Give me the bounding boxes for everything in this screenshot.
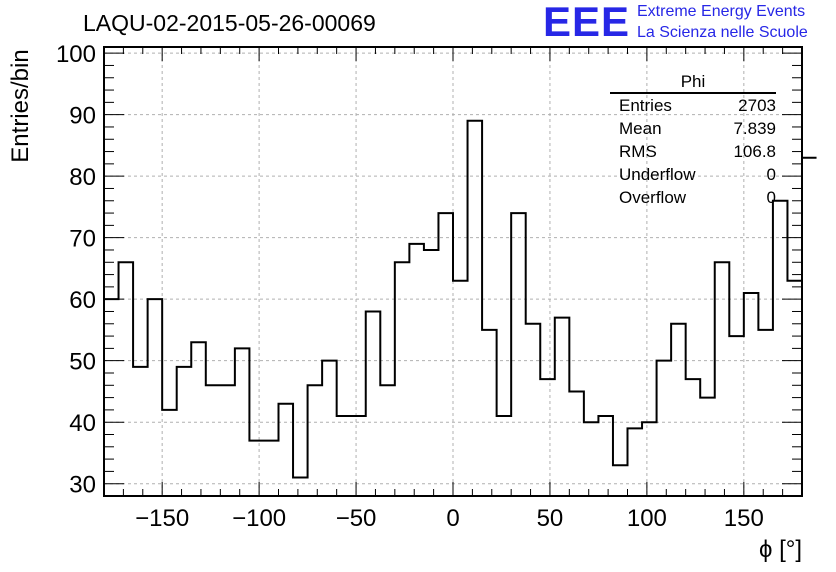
y-tick-label: 70 bbox=[69, 226, 96, 253]
stats-box: Phi Entries 2703 Mean 7.839 RMS 106.8 Under… bbox=[610, 72, 776, 209]
stats-value: 2703 bbox=[738, 96, 776, 115]
stats-box-title: Phi bbox=[610, 72, 776, 94]
x-tick-label: 0 bbox=[446, 505, 459, 532]
stats-value: 0 bbox=[766, 188, 776, 207]
y-tick-label: 50 bbox=[69, 349, 96, 376]
stats-row-underflow: Underflow 0 bbox=[610, 163, 776, 186]
y-tick-label: 60 bbox=[69, 287, 96, 314]
chart-title: LAQU-02-2015-05-26-00069 bbox=[83, 10, 376, 36]
x-tick-label: 100 bbox=[627, 505, 667, 532]
y-tick-label: 100 bbox=[56, 41, 96, 68]
stats-value: 0 bbox=[766, 165, 776, 184]
y-axis-label: Entries/bin bbox=[7, 49, 34, 163]
x-axis-label: ϕ [°] bbox=[758, 536, 802, 563]
stats-value: 106.8 bbox=[733, 142, 776, 161]
axis-ticks bbox=[103, 47, 803, 497]
stats-row-entries: Entries 2703 bbox=[610, 94, 776, 117]
stats-row-rms: RMS 106.8 bbox=[610, 140, 776, 163]
x-tick-label: 150 bbox=[724, 505, 764, 532]
stats-label: Overflow bbox=[619, 188, 687, 207]
y-tick-label: 90 bbox=[69, 103, 96, 130]
stats-row-overflow: Overflow 0 bbox=[610, 186, 776, 209]
y-tick-label: 40 bbox=[69, 410, 96, 437]
y-tick-label: 30 bbox=[69, 472, 96, 499]
stats-label: Underflow bbox=[619, 165, 696, 184]
axis-tick-labels: −150 −100 −50 0 50 100 150 30 40 50 60 70 80 90 100 bbox=[56, 41, 764, 532]
x-tick-label: 50 bbox=[537, 505, 564, 532]
stats-value: 7.839 bbox=[733, 119, 776, 138]
x-tick-label: −50 bbox=[336, 505, 377, 532]
stats-label: RMS bbox=[619, 142, 657, 161]
stats-label: Mean bbox=[619, 119, 662, 138]
y-tick-label: 80 bbox=[69, 164, 96, 191]
eee-logo: EEE bbox=[543, 0, 631, 45]
histogram-step-line bbox=[104, 119, 817, 479]
stats-row-mean: Mean 7.839 bbox=[610, 117, 776, 140]
org-name-line2: La Scienza nelle Scuole bbox=[637, 24, 808, 41]
x-tick-label: −150 bbox=[135, 505, 189, 532]
x-tick-label: −100 bbox=[232, 505, 286, 532]
stats-label: Entries bbox=[619, 96, 672, 115]
org-name-line1: Extreme Energy Events bbox=[637, 3, 806, 20]
